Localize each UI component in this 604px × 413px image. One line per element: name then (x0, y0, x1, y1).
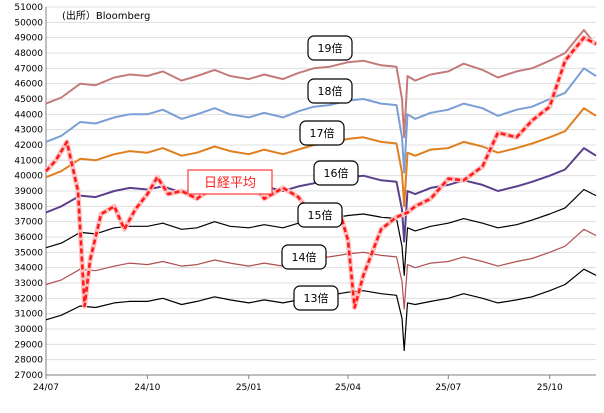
x-tick-label: 25/07 (435, 383, 461, 393)
y-tick-label: 39000 (14, 187, 43, 197)
y-tick-label: 38000 (14, 202, 43, 212)
y-tick-label: 31000 (14, 310, 43, 320)
multiple-label-box (307, 78, 353, 104)
multiple-label-box (299, 120, 345, 146)
x-tick-label: 24/07 (33, 383, 59, 393)
multiple-label-box (297, 202, 343, 228)
y-tick-label: 36000 (14, 233, 43, 243)
multiple-label: 14倍 (292, 250, 317, 264)
y-tick-label: 43000 (14, 126, 43, 136)
x-tick-label: 25/10 (537, 383, 563, 393)
y-tick-label: 50000 (14, 18, 43, 28)
multiple-label: 13倍 (304, 291, 329, 305)
multiple-label-box (293, 285, 339, 311)
series-line (45, 36, 597, 309)
y-tick-label: 51000 (14, 3, 43, 13)
y-tick-label: 35000 (14, 248, 43, 258)
multiple-label: 16倍 (324, 166, 349, 180)
multiple-label-box (307, 35, 353, 61)
series-line (45, 107, 597, 208)
index-label-box (187, 169, 273, 195)
y-tick-label: 28000 (14, 356, 43, 366)
series-labels: 19倍 18倍 17倍 16倍 15倍 14倍 13倍 日経平均 (187, 35, 359, 311)
y-tick-label: 33000 (14, 279, 43, 289)
multiple-label: 17倍 (310, 126, 335, 140)
y-tick-label: 42000 (14, 141, 43, 151)
y-tick-label: 49000 (14, 34, 43, 44)
y-tick-label: 46000 (14, 80, 43, 90)
y-tick-label: 37000 (14, 218, 43, 228)
source-note: (出所）Bloomberg (62, 9, 150, 22)
y-tick-label: 48000 (14, 49, 43, 59)
x-tick-label: 25/01 (236, 383, 262, 393)
x-tick-label: 24/10 (134, 383, 160, 393)
grid-lines (46, 6, 596, 376)
y-tick-label: 41000 (14, 156, 43, 166)
axes: 27000 28000 29000 30000 31000 32000 33000 34000… (14, 3, 596, 393)
y-tick-label: 30000 (14, 325, 43, 335)
multiple-label-box (313, 160, 359, 186)
multiple-label: 19倍 (318, 41, 343, 55)
multiple-label-box (281, 244, 327, 270)
y-tick-label: 47000 (14, 64, 43, 74)
multiple-label: 15倍 (308, 208, 333, 222)
y-tick-label: 40000 (14, 172, 43, 182)
x-tick-label: 25/04 (335, 383, 361, 393)
y-tick-label: 27000 (14, 371, 43, 381)
y-tick-label: 45000 (14, 95, 43, 105)
index-label: 日経平均 (204, 176, 256, 191)
multiple-label: 18倍 (318, 84, 343, 98)
series-line (45, 268, 597, 352)
y-tick-label: 44000 (14, 110, 43, 120)
series-line (45, 188, 597, 276)
y-tick-label: 32000 (14, 294, 43, 304)
series-line (45, 29, 597, 139)
y-tick-label: 29000 (14, 340, 43, 350)
y-tick-label: 34000 (14, 264, 43, 274)
